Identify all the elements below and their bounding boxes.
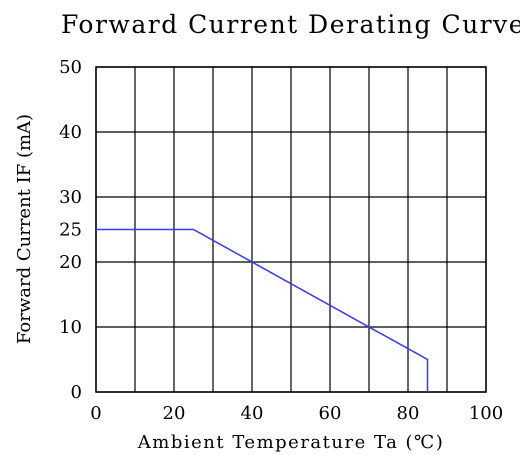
y-tick-label: 40 [59,122,82,143]
x-tick-label: 80 [397,403,420,424]
derating-curve-line [96,228,429,392]
x-tick-label: 100 [469,403,503,424]
x-axis-label: Ambient Temperature Ta (℃) [137,432,444,453]
y-axis-label: Forward Current IF (mA) [14,114,35,344]
y-tick-label: 25 [59,220,82,241]
x-tick-label: 60 [319,403,342,424]
y-tick-label: 50 [59,57,82,78]
chart-title: Forward Current Derating Curve [61,10,520,39]
x-tick-labels: 0 20 40 60 80 100 [90,403,503,424]
x-tick-label: 0 [90,403,101,424]
x-tick-label: 20 [163,403,186,424]
x-tick-label: 40 [241,403,264,424]
y-tick-label: 0 [71,382,82,403]
y-tick-label: 20 [59,252,82,273]
y-tick-label: 30 [59,187,82,208]
y-tick-labels: 0 10 20 25 30 40 50 [59,57,82,403]
curve-layer [96,228,429,392]
y-tick-label: 10 [59,317,82,338]
